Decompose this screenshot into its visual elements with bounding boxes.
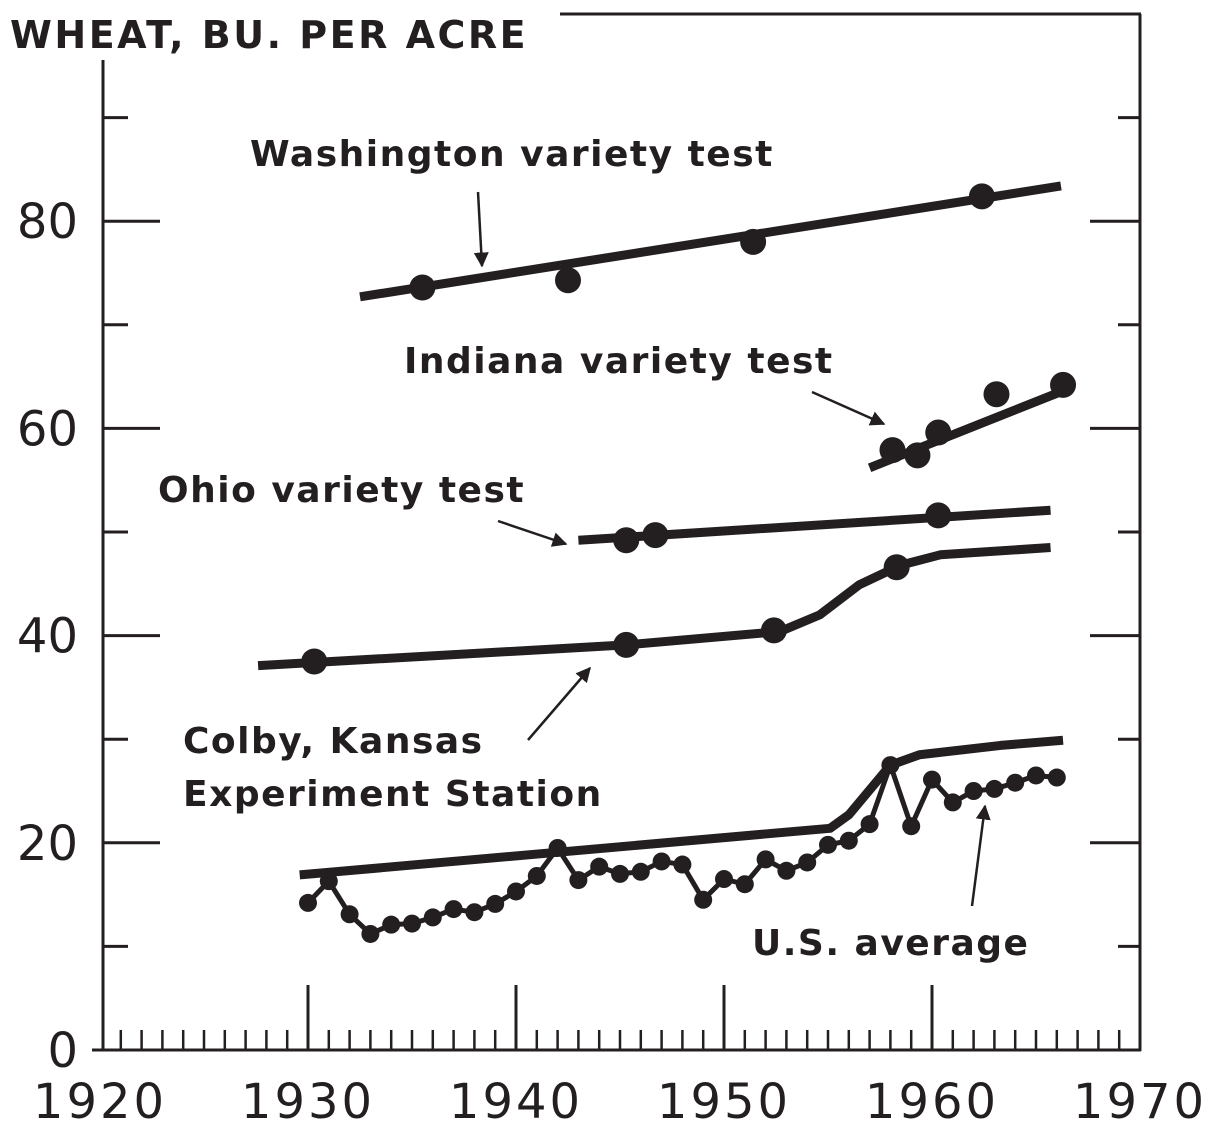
data-point: [361, 924, 380, 943]
data-point: [925, 502, 952, 529]
data-point: [340, 905, 359, 924]
data-point: [860, 815, 879, 834]
data-point: [590, 857, 609, 876]
y-tick-label: 60: [17, 401, 78, 457]
data-point: [465, 903, 484, 922]
series-label: Indiana variety test: [404, 341, 834, 382]
series-label: Washington variety test: [250, 134, 774, 175]
data-point: [403, 914, 421, 933]
data-point: [968, 183, 995, 210]
data-point: [881, 756, 900, 775]
data-point: [964, 782, 983, 800]
data-point: [642, 522, 669, 549]
x-tick-label: 1970: [1073, 1074, 1207, 1128]
data-point: [902, 817, 921, 836]
x-tick-label: 1930: [241, 1074, 375, 1128]
data-point: [760, 617, 787, 644]
data-point: [798, 853, 817, 872]
data-point: [555, 267, 581, 294]
data-point: [301, 648, 328, 675]
data-point: [740, 228, 767, 255]
series-label: Ohio variety test: [158, 470, 526, 511]
data-point: [569, 871, 588, 890]
data-point: [631, 862, 650, 881]
y-tick-label: 0: [47, 1023, 78, 1079]
data-point: [1006, 773, 1025, 792]
data-point: [486, 894, 505, 913]
data-point: [904, 442, 931, 469]
data-point: [1027, 766, 1045, 785]
data-point: [382, 915, 401, 934]
data-point: [507, 882, 525, 901]
x-tick-label: 1940: [449, 1074, 583, 1128]
data-point: [819, 835, 837, 854]
data-point: [694, 890, 713, 909]
data-point: [777, 861, 796, 880]
data-point: [423, 908, 442, 927]
data-point: [1050, 371, 1077, 398]
data-point: [527, 866, 546, 885]
y-tick-label: 40: [17, 609, 78, 665]
data-point: [715, 870, 733, 889]
data-point: [673, 855, 692, 874]
trend-line: [359, 181, 1062, 302]
data-point: [943, 793, 962, 812]
data-point: [548, 838, 567, 857]
data-point: [444, 900, 463, 919]
data-point: [1047, 768, 1066, 787]
data-point: [319, 872, 338, 891]
series-label: Colby, Kansas Experiment Station: [183, 721, 603, 815]
data-point: [613, 527, 640, 554]
data-point: [756, 850, 775, 869]
data-point: [409, 274, 436, 301]
data-point: [879, 437, 906, 464]
y-tick-label: 20: [17, 816, 78, 872]
x-tick-label: 1920: [33, 1074, 167, 1128]
data-point: [985, 779, 1004, 798]
data-point: [839, 831, 858, 850]
label-arrow: [497, 519, 568, 547]
data-point: [613, 631, 640, 658]
data-point: [983, 381, 1010, 408]
data-point: [883, 554, 910, 581]
trend-line: [299, 735, 1064, 880]
data-point: [925, 419, 952, 446]
label-arrow: [527, 666, 591, 741]
label-arrow: [473, 191, 489, 268]
y-tick-label: 80: [17, 194, 78, 250]
label-arrow: [970, 804, 991, 907]
label-arrow: [811, 390, 886, 426]
trend-line: [257, 543, 1051, 671]
x-tick-label: 1960: [865, 1074, 999, 1128]
data-point: [652, 852, 671, 871]
data-point: [299, 893, 317, 912]
chart-title: WHEAT, BU. PER ACRE: [10, 13, 528, 57]
data-point: [735, 875, 754, 894]
data-point: [611, 864, 629, 883]
x-tick-label: 1950: [657, 1074, 791, 1128]
data-point: [923, 770, 941, 789]
series-label: U.S. average: [752, 923, 1030, 964]
